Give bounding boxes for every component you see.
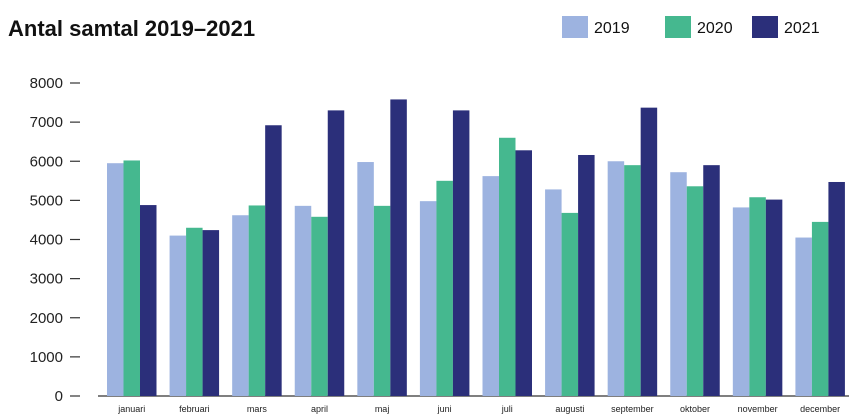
- legend-label-2021: 2021: [784, 20, 820, 37]
- y-tick-label: 0: [55, 388, 63, 405]
- y-tick-label: 5000: [30, 192, 63, 209]
- bar-2019-juni: [419, 201, 437, 396]
- x-tick-label: april: [311, 404, 328, 414]
- bar-2021-september: [640, 107, 658, 397]
- bar-2020-december: [811, 221, 829, 396]
- bar-2019-december: [795, 237, 812, 396]
- bar-2020-juli: [499, 137, 516, 396]
- bar-2019-oktober: [670, 172, 687, 396]
- bar-2019-mars: [232, 215, 249, 396]
- bar-2021-mars: [265, 125, 282, 396]
- bar-2021-november: [765, 199, 783, 396]
- y-tick-label: 4000: [30, 232, 63, 249]
- bar-2020-mars: [248, 205, 266, 396]
- bar-2019-november: [732, 207, 750, 396]
- x-tick-label: juni: [437, 404, 452, 414]
- y-axis: 0 1000 2000 3000 4000 5000 6000 7000 8000: [30, 75, 849, 405]
- bar-2021-december: [828, 181, 845, 396]
- x-tick-label: december: [800, 404, 840, 414]
- bar-2021-juli: [515, 150, 532, 396]
- y-tick-label: 7000: [30, 114, 63, 131]
- bar-2020-februari: [186, 227, 203, 396]
- bar-2019-augusti: [545, 189, 562, 396]
- chart-title: Antal samtal 2019–2021: [8, 16, 255, 41]
- bar-2019-maj: [357, 162, 374, 396]
- x-tick-label: juli: [501, 404, 513, 414]
- bar-2019-juli: [482, 176, 499, 396]
- bar-2021-maj: [390, 99, 407, 397]
- y-tick-label: 6000: [30, 153, 63, 170]
- y-tick-label: 3000: [30, 271, 63, 288]
- x-tick-label: november: [738, 404, 778, 414]
- bar-2019-januari: [107, 163, 124, 396]
- bar-2020-januari: [123, 160, 140, 396]
- bar-2020-september: [624, 165, 641, 396]
- y-tick-label: 8000: [30, 75, 63, 92]
- bar-2019-september: [607, 161, 625, 396]
- bar-2021-oktober: [703, 165, 720, 396]
- bar-2020-augusti: [561, 212, 579, 396]
- legend: 2019 2020 2021: [562, 16, 820, 38]
- bar-2021-januari: [140, 205, 157, 396]
- bars: [107, 99, 845, 397]
- bar-2021-juni: [452, 110, 470, 396]
- x-tick-label: februari: [179, 404, 210, 414]
- legend-swatch-2019: [562, 16, 588, 38]
- bar-2020-november: [749, 197, 766, 396]
- y-tick-label: 1000: [30, 349, 63, 366]
- x-tick-label: september: [611, 404, 654, 414]
- bar-2020-oktober: [686, 186, 704, 396]
- bar-2021-februari: [202, 230, 220, 396]
- bar-2021-augusti: [578, 154, 595, 396]
- legend-swatch-2021: [752, 16, 778, 38]
- x-tick-label: oktober: [680, 404, 710, 414]
- x-tick-label: augusti: [555, 404, 584, 414]
- legend-label-2020: 2020: [697, 20, 733, 37]
- y-tick-label: 2000: [30, 310, 63, 327]
- x-tick-label: maj: [375, 404, 390, 414]
- bar-2019-februari: [169, 235, 187, 396]
- bar-2020-april: [311, 216, 328, 396]
- x-tick-label: mars: [247, 404, 267, 414]
- x-tick-label: januari: [117, 404, 145, 414]
- x-axis: januari februari mars april maj juni juli augus…: [117, 404, 840, 414]
- legend-label-2019: 2019: [594, 20, 630, 37]
- legend-swatch-2020: [665, 16, 691, 38]
- bar-2020-juni: [436, 180, 453, 396]
- bar-2019-april: [294, 205, 312, 396]
- bar-2020-maj: [373, 205, 391, 396]
- bar-2021-april: [327, 110, 345, 396]
